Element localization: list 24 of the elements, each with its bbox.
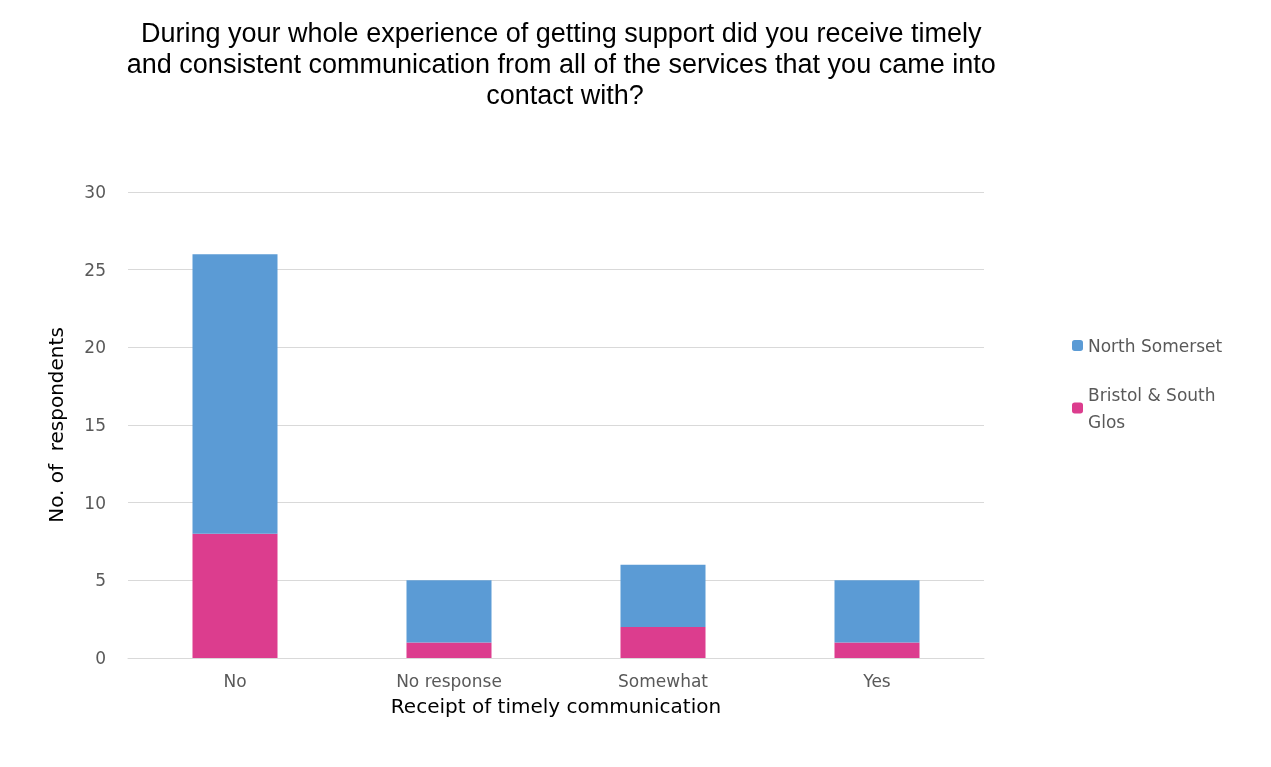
legend-label: Bristol & South Glos — [1088, 384, 1221, 432]
x-tick-label: Yes — [862, 670, 891, 691]
x-tick-label: No response — [396, 670, 502, 691]
y-tick-label: 30 — [84, 182, 106, 202]
chart-title: During your whole experience of getting support did you receive timely and consistent communication from all of the services that you came into contact with? — [126, 17, 1004, 110]
bar — [834, 642, 920, 658]
bar — [620, 626, 706, 658]
y-tick-label: 15 — [84, 415, 106, 435]
y-tick-label: 5 — [95, 570, 106, 591]
y-tick-label: 10 — [84, 492, 106, 513]
y-tick-label: 0 — [95, 648, 106, 668]
bar — [192, 254, 278, 534]
x-tick-label: Somewhat — [618, 670, 709, 691]
bar — [192, 533, 278, 658]
y-axis-title: No. of respondents — [44, 327, 68, 523]
x-axis-title: Receipt of timely communication — [390, 694, 722, 718]
y-tick-label: 25 — [84, 259, 106, 280]
bar — [406, 580, 492, 643]
x-tick-label: No — [223, 670, 247, 691]
bar — [834, 580, 920, 643]
bar — [406, 642, 492, 658]
y-tick-label: 20 — [84, 337, 106, 358]
legend-label: North Somerset — [1088, 335, 1223, 356]
bar — [620, 564, 706, 627]
